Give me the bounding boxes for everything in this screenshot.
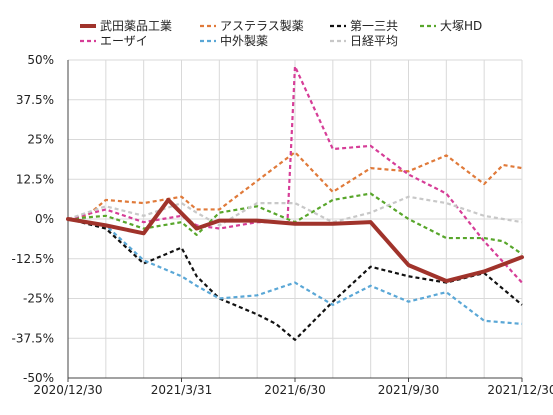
y-tick-label: -50% [23,371,54,385]
x-tick-label: 2021/9/30 [378,383,440,397]
y-tick-label: 50% [27,53,54,67]
legend-label-1: アステラス製薬 [220,19,304,33]
legend-label-5: 中外製薬 [220,33,268,48]
grid [67,59,523,379]
legend-label-2: 第一三共 [350,19,398,33]
y-tick-label: -37.5% [12,331,54,345]
series-line-0 [66,197,524,284]
series-line-6 [67,195,523,227]
legend: 武田薬品工業 アステラス製薬 第一三共 大塚HD エーザイ 中外製薬 日経平均 [80,19,482,48]
series-line-2 [67,217,523,341]
legend-label-0: 武田薬品工業 [100,19,172,33]
y-tick-label: 37.5% [16,93,54,107]
legend-label-6: 日経平均 [350,34,398,48]
y-tick-label: -25% [23,292,54,306]
legend-label-4: エーザイ [100,34,148,48]
y-tick-label: -12.5% [12,252,54,266]
x-tick-label: 2021/6/30 [264,383,326,397]
x-tick-label: 2021/12/30 [487,383,553,397]
x-tick-label: 2021/3/31 [151,383,213,397]
series-line-5 [67,217,523,326]
y-tick-label: 25% [27,133,54,147]
y-tick-label: 0% [35,212,54,226]
axes: -50% -37.5% -25% -12.5% 0% 12.5% 25% 37.5% 50% 20… [12,53,553,397]
series-lines [66,65,524,341]
y-tick-label: 12.5% [16,172,54,186]
legend-label-3: 大塚HD [440,19,482,33]
x-tick-label: 2020/12/30 [33,383,102,397]
series-line-1 [67,151,523,221]
